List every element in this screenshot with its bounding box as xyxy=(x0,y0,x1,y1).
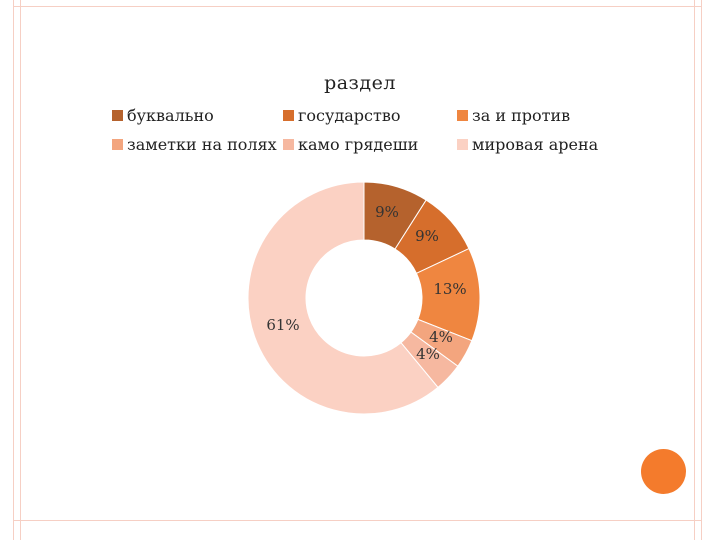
chart-title: раздел xyxy=(324,72,396,94)
slice-label-5: 61% xyxy=(266,316,299,334)
legend-swatch xyxy=(283,139,294,150)
frame-line-left-inner xyxy=(20,0,21,540)
legend-item-4: камо грядеши xyxy=(283,135,418,154)
slice-label-1: 9% xyxy=(415,227,439,245)
decorative-orange-circle xyxy=(641,449,686,494)
legend-item-5: мировая арена xyxy=(457,135,598,154)
slice-label-3: 4% xyxy=(429,328,453,346)
legend-label: государство xyxy=(298,106,401,125)
legend-swatch xyxy=(457,110,468,121)
legend-swatch xyxy=(457,139,468,150)
legend-swatch xyxy=(112,139,123,150)
donut-slice-5 xyxy=(247,181,439,415)
frame-line-top xyxy=(13,6,702,7)
legend-label: камо грядеши xyxy=(298,135,419,154)
legend-item-3: заметки на полях xyxy=(112,135,277,154)
frame-line-right-inner xyxy=(694,0,695,540)
frame-line-bottom xyxy=(13,520,702,521)
frame-line-right-outer xyxy=(701,0,702,540)
legend-item-0: буквально xyxy=(112,106,214,125)
slice-label-0: 9% xyxy=(375,203,399,221)
legend-label: мировая арена xyxy=(472,135,599,154)
frame-line-left-outer xyxy=(13,0,14,540)
slice-label-4: 4% xyxy=(416,345,440,363)
legend-label: буквально xyxy=(127,106,214,125)
legend-label: заметки на полях xyxy=(127,135,277,154)
legend-swatch xyxy=(112,110,123,121)
legend-item-2: за и против xyxy=(457,106,570,125)
legend-label: за и против xyxy=(472,106,571,125)
slice-label-2: 13% xyxy=(433,280,466,298)
legend-swatch xyxy=(283,110,294,121)
legend-item-1: государство xyxy=(283,106,400,125)
